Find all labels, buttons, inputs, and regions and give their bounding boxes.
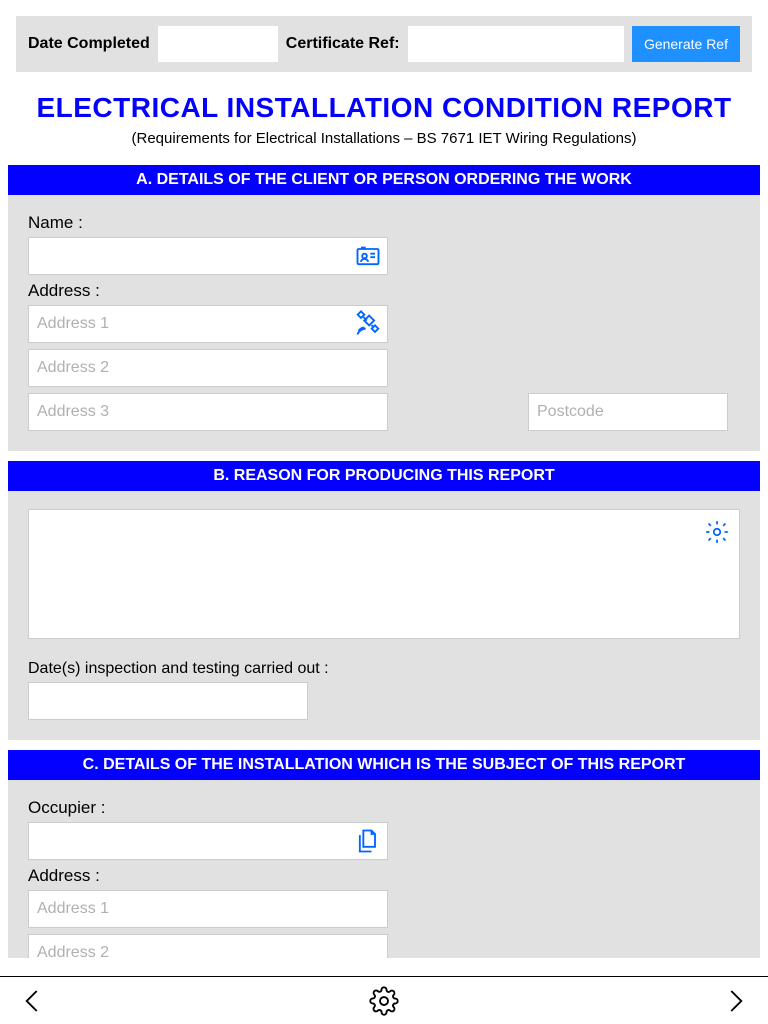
bottom-nav [0, 976, 768, 1024]
gear-icon[interactable] [704, 519, 730, 545]
copy-document-icon[interactable] [354, 827, 382, 855]
occupier-label: Occupier : [28, 798, 740, 818]
reason-textarea[interactable] [28, 509, 740, 639]
settings-gear-icon[interactable] [369, 986, 399, 1016]
address2-input-c[interactable] [28, 934, 388, 958]
certificate-ref-label: Certificate Ref: [286, 35, 400, 53]
address3-input-a[interactable] [28, 393, 388, 431]
section-a-body: Name : Address : [8, 195, 760, 451]
section-a-header: A. DETAILS OF THE CLIENT OR PERSON ORDER… [8, 165, 760, 195]
prev-page-icon[interactable] [18, 986, 48, 1016]
address-label-c: Address : [28, 866, 740, 886]
address-label-a: Address : [28, 281, 740, 301]
section-b-header: B. REASON FOR PRODUCING THIS REPORT [8, 461, 760, 491]
name-input[interactable] [28, 237, 388, 275]
topbar: Date Completed Certificate Ref: Generate… [16, 16, 752, 72]
date-completed-input[interactable] [158, 26, 278, 62]
address1-input-a[interactable] [28, 305, 388, 343]
section-c-header: C. DETAILS OF THE INSTALLATION WHICH IS … [8, 750, 760, 780]
postcode-input-a[interactable] [528, 393, 728, 431]
section-b-body: Date(s) inspection and testing carried o… [8, 491, 760, 740]
inspection-date-label: Date(s) inspection and testing carried o… [28, 660, 740, 678]
date-completed-label: Date Completed [28, 35, 150, 53]
generate-ref-button[interactable]: Generate Ref [632, 26, 740, 62]
satellite-icon[interactable] [354, 310, 382, 338]
certificate-ref-input[interactable] [408, 26, 624, 62]
address2-input-a[interactable] [28, 349, 388, 387]
page-subtitle: (Requirements for Electrical Installatio… [0, 130, 768, 147]
name-label: Name : [28, 213, 740, 233]
address1-input-c[interactable] [28, 890, 388, 928]
page-title: ELECTRICAL INSTALLATION CONDITION REPORT [0, 92, 768, 124]
section-c-body: Occupier : Address : [8, 780, 760, 958]
inspection-date-input[interactable] [28, 682, 308, 720]
occupier-input[interactable] [28, 822, 388, 860]
contact-card-icon[interactable] [354, 242, 382, 270]
next-page-icon[interactable] [720, 986, 750, 1016]
